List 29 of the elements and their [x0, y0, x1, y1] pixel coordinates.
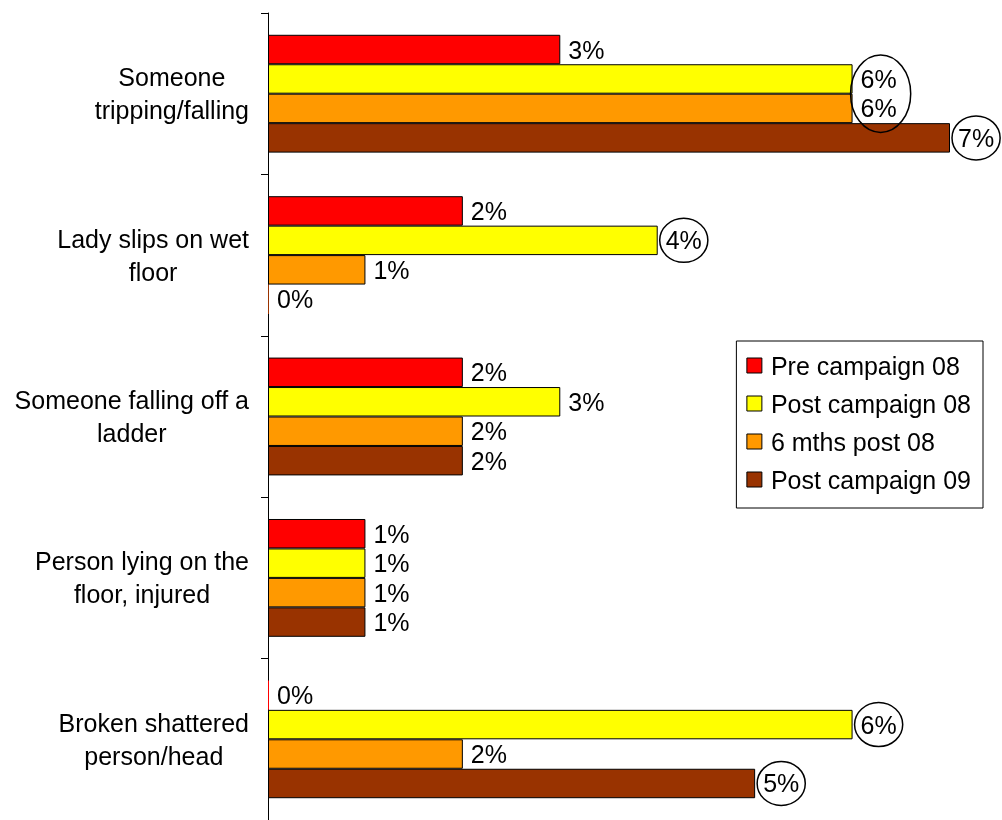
data-label: 0%: [277, 285, 314, 314]
data-label: 4%: [665, 226, 702, 255]
y-tick-label: Person lying on the floor, injured: [34, 547, 249, 609]
data-label: 6%: [860, 64, 897, 93]
data-label: 1%: [373, 255, 410, 284]
data-label: 2%: [470, 446, 507, 475]
y-tick-label: Someone tripping/falling: [94, 63, 249, 125]
data-label: 6%: [860, 94, 897, 123]
data-label: 1%: [373, 608, 410, 637]
legend-label: Pre campaign 08: [770, 351, 960, 380]
data-label: 1%: [373, 519, 410, 548]
data-label: 1%: [373, 578, 410, 607]
y-tick-label: Lady slips on wet floor: [57, 224, 250, 286]
legend-label: Post campaign 09: [770, 465, 971, 494]
data-label: 5%: [763, 769, 800, 798]
data-label: 3%: [568, 35, 605, 64]
data-label: 2%: [470, 417, 507, 446]
data-label: 0%: [277, 681, 314, 710]
y-tick-label: Someone falling off a ladder: [14, 386, 250, 447]
legend-label: 6 mths post 08: [770, 427, 935, 456]
data-label: 3%: [568, 387, 605, 416]
data-label: 6%: [860, 710, 897, 739]
data-label: 2%: [470, 358, 507, 387]
data-label: 7%: [958, 123, 995, 152]
data-label: 2%: [470, 196, 507, 225]
y-tick-label: Broken shattered person/head: [58, 708, 250, 770]
data-label: 1%: [373, 549, 410, 578]
legend-label: Post campaign 08: [770, 389, 971, 418]
data-label: 2%: [470, 740, 507, 769]
